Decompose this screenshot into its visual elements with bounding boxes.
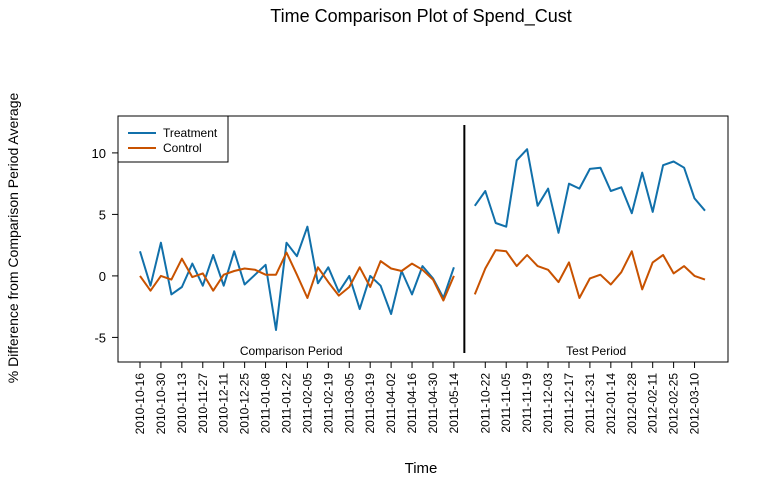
x-tick-label: 2010-10-16 [133, 373, 147, 435]
x-tick-label: 2011-01-22 [279, 373, 293, 434]
series-line-control [139, 251, 455, 302]
x-tick-label: 2010-12-11 [217, 373, 231, 434]
x-tick-label: 2010-12-25 [238, 373, 252, 435]
y-axis: -5 0 5 10 [92, 146, 118, 345]
series-line-treatment [473, 148, 706, 234]
x-tick-label: 2011-04-30 [426, 373, 440, 434]
chart-title: Time Comparison Plot of Spend_Cust [270, 6, 571, 27]
x-tick-label: 2011-01-08 [259, 373, 273, 434]
series-line-treatment [139, 225, 455, 331]
x-tick-label: 2011-12-17 [562, 373, 576, 434]
x-tick-label: 2012-01-14 [604, 373, 618, 435]
x-tick-label: 2011-04-16 [405, 373, 419, 434]
x-tick-label: 2011-11-05 [499, 373, 513, 433]
x-tick-label: 2012-02-25 [667, 373, 681, 435]
y-tick-label: -5 [94, 330, 106, 345]
x-tick-label: 2011-12-31 [583, 373, 597, 434]
legend: Treatment Control [117, 115, 229, 163]
x-tick-label: 2011-03-19 [363, 373, 377, 434]
series-line-control [473, 249, 706, 299]
x-tick-label: 2011-10-22 [478, 373, 492, 434]
x-tick-label: 2011-11-19 [520, 373, 534, 433]
x-tick-label: 2011-12-03 [541, 373, 555, 434]
x-tick-label: 2012-02-11 [646, 373, 660, 434]
y-tick-label: 10 [92, 146, 106, 161]
legend-label-control: Control [163, 141, 202, 155]
comparison-period-label: Comparison Period [240, 344, 343, 358]
x-tick-label: 2011-04-02 [384, 373, 398, 434]
x-tick-label: 2011-03-05 [342, 373, 356, 434]
y-axis-label: % Difference from Comparison Period Aver… [5, 93, 21, 384]
x-tick-label: 2010-11-27 [196, 373, 210, 434]
x-tick-label: 2010-11-13 [175, 373, 189, 434]
y-tick-label: 5 [99, 207, 106, 222]
x-tick-label: 2012-03-10 [688, 373, 702, 435]
x-axis-label: Time [405, 460, 438, 477]
legend-label-treatment: Treatment [163, 126, 218, 140]
x-tick-label: 2010-10-30 [154, 373, 168, 435]
legend-box [117, 115, 229, 163]
series-layer [139, 148, 706, 331]
plot-area [117, 115, 729, 363]
x-tick-label: 2011-05-14 [447, 373, 461, 434]
x-axis: 2010-10-16 2010-10-30 2010-11-13 2010-11-27… [133, 362, 702, 434]
x-tick-label: 2012-01-28 [625, 373, 639, 435]
y-tick-label: 0 [99, 269, 106, 284]
x-tick-label: 2011-02-19 [321, 373, 335, 434]
test-period-label: Test Period [566, 344, 626, 358]
x-tick-label: 2011-02-05 [300, 373, 314, 434]
